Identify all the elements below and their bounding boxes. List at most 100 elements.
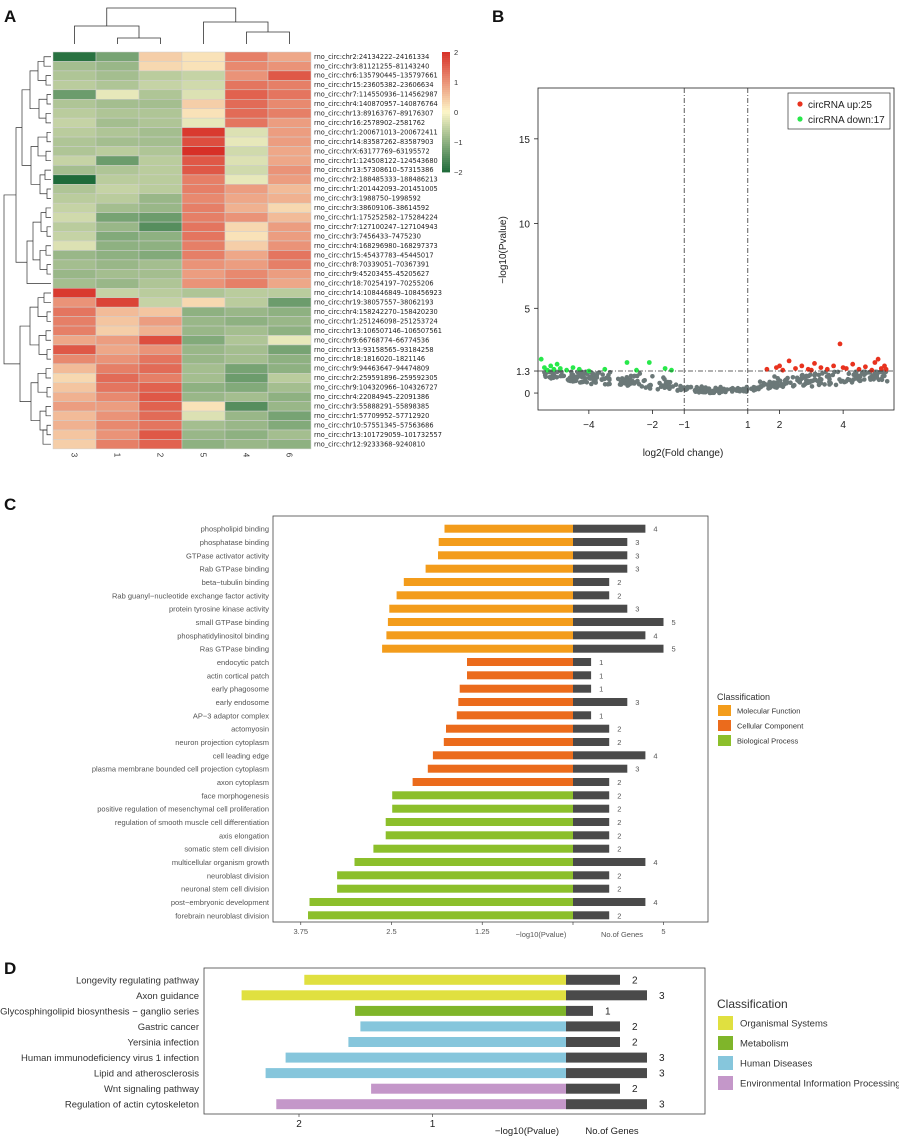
heatmap-cell — [52, 306, 97, 317]
heatmap-cell — [52, 382, 97, 393]
volcano-point-up — [786, 358, 792, 364]
heatmap-row-label: rno_circ:chr19:38057557–38062193 — [314, 299, 434, 307]
heatmap-cell — [267, 325, 312, 336]
volcano-point-ns — [635, 378, 640, 384]
volcano-point-down — [545, 367, 550, 373]
go-gene-count-label: 2 — [617, 831, 621, 840]
go-term-label: positive regulation of mesenchymal cell … — [97, 805, 269, 814]
volcano-point-ns — [583, 376, 588, 381]
volcano-point-up — [875, 356, 881, 362]
volcano-point-ns — [688, 384, 694, 390]
heatmap-cell — [181, 429, 226, 440]
colorbar-segment — [442, 74, 450, 77]
heatmap-cell — [267, 240, 312, 251]
kegg-gene-count-bar — [566, 1099, 647, 1110]
heatmap-cell — [52, 202, 97, 213]
go-gene-count-label: 2 — [617, 818, 621, 827]
dendrogram-branch — [117, 37, 161, 44]
kegg-term-label: Axon guidance — [136, 991, 199, 1002]
heatmap-cell — [181, 80, 226, 91]
heatmap-cell — [181, 165, 226, 176]
colorbar-segment — [442, 156, 450, 159]
heatmap-row-label: rno_circ:chr1:124508122–124543680 — [314, 157, 438, 165]
colorbar-segment — [442, 96, 450, 99]
heatmap-cell — [52, 51, 97, 62]
kegg-term-label: Glycosphingolipid biosynthesis − ganglio… — [0, 1006, 199, 1017]
volcano-point-down — [669, 367, 674, 373]
colorbar-segment — [442, 132, 450, 135]
heatmap-row-label: rno_circ:chr1:57709952–57712920 — [314, 412, 429, 420]
heatmap-cell — [138, 221, 183, 232]
dendrogram-branch — [45, 207, 51, 218]
heatmap-cell — [138, 174, 183, 185]
go-term-label: actin cortical patch — [207, 671, 269, 680]
heatmap-cell — [224, 165, 269, 176]
heatmap-colorbar: 2 1 0 −1 −2 — [442, 48, 463, 177]
go-gene-count-label: 3 — [635, 698, 639, 707]
kegg-pvalue-bar — [276, 1099, 566, 1110]
go-legend-swatch — [718, 735, 731, 746]
kegg-pvalue-bar — [355, 1005, 566, 1016]
heatmap-row-label: rno_circ:chr13:57308610–57315386 — [314, 166, 434, 174]
heatmap-cell — [267, 420, 312, 431]
go-gene-count-label: 2 — [617, 845, 621, 854]
heatmap-cell — [224, 51, 269, 62]
heatmap-cell — [95, 391, 140, 402]
go-gene-count-label: 4 — [653, 751, 657, 760]
heatmap-cell — [138, 410, 183, 421]
heatmap-cell — [267, 221, 312, 232]
volcano-point-up — [764, 366, 770, 372]
kegg-legend-label: Environmental Information Processing — [740, 1079, 899, 1090]
dendrogram-branch — [46, 131, 51, 143]
kegg-term-label: Human immunodeficiency virus 1 infection — [21, 1053, 199, 1064]
dendrogram-branch — [46, 311, 51, 322]
heatmap-cell — [267, 174, 312, 185]
volcano-point-up — [809, 367, 814, 373]
volcano-point-ns — [767, 379, 772, 385]
go-enrichment-chart: 4 phospholipid binding 3 phosphatase bindin… — [92, 515, 804, 936]
volcano-point-ns — [835, 369, 841, 375]
volcano-point-ns — [736, 388, 742, 394]
heatmap-cell — [224, 278, 269, 289]
heatmap-cell — [52, 288, 97, 298]
kegg-legend-label: Metabolism — [740, 1039, 789, 1050]
heatmap-row-label: rno_circ:chr3:81121255–81143240 — [314, 62, 429, 70]
heatmap-cell — [52, 325, 97, 336]
kegg-pvalue-bar — [360, 1021, 566, 1032]
heatmap-cell — [224, 99, 269, 109]
heatmap-cell — [181, 184, 226, 195]
volcano-point-down — [662, 366, 668, 371]
heatmap-cell — [95, 80, 140, 91]
legend-swatch-down — [797, 116, 803, 122]
go-count-label: No.of Genes — [601, 930, 643, 939]
heatmap-cell — [52, 391, 97, 402]
kegg-xlabel: −log10(Pvalue) — [495, 1126, 559, 1137]
kegg-term-label: Gastric cancer — [138, 1022, 199, 1033]
heatmap-cell — [138, 363, 183, 374]
go-legend-label: Cellular Component — [737, 722, 804, 731]
kegg-gene-count-label: 3 — [659, 1053, 665, 1064]
heatmap-cell — [95, 401, 140, 412]
go-gene-count-bar — [573, 738, 610, 746]
heatmap-cell — [224, 193, 269, 204]
colorbar-segment — [442, 100, 450, 103]
volcano-point-ns — [684, 386, 690, 391]
go-gene-count-label: 2 — [617, 805, 621, 814]
go-legend-label: Biological Process — [737, 737, 799, 746]
kegg-gene-count-label: 2 — [632, 1084, 638, 1095]
heatmap-cell — [224, 136, 269, 147]
kegg-legend-label: Organismal Systems — [740, 1019, 828, 1030]
volcano-point-ns — [632, 381, 637, 386]
go-pvalue-bar — [337, 884, 573, 893]
heatmap-cell — [181, 306, 226, 317]
volcano-point-ns — [757, 379, 763, 385]
heatmap-cell — [224, 439, 269, 450]
heatmap-row-label: rno_circ:chr1:175252582–175284224 — [314, 213, 438, 221]
go-pvalue-bar — [385, 818, 573, 826]
kegg-x-tick-label: 1 — [430, 1119, 436, 1130]
heatmap-cell — [52, 231, 97, 242]
heatmap-cell — [267, 61, 312, 72]
legend-label-down: circRNA down:17 — [808, 115, 885, 126]
heatmap-cell — [95, 240, 140, 251]
volcano-point-ns — [581, 371, 587, 377]
